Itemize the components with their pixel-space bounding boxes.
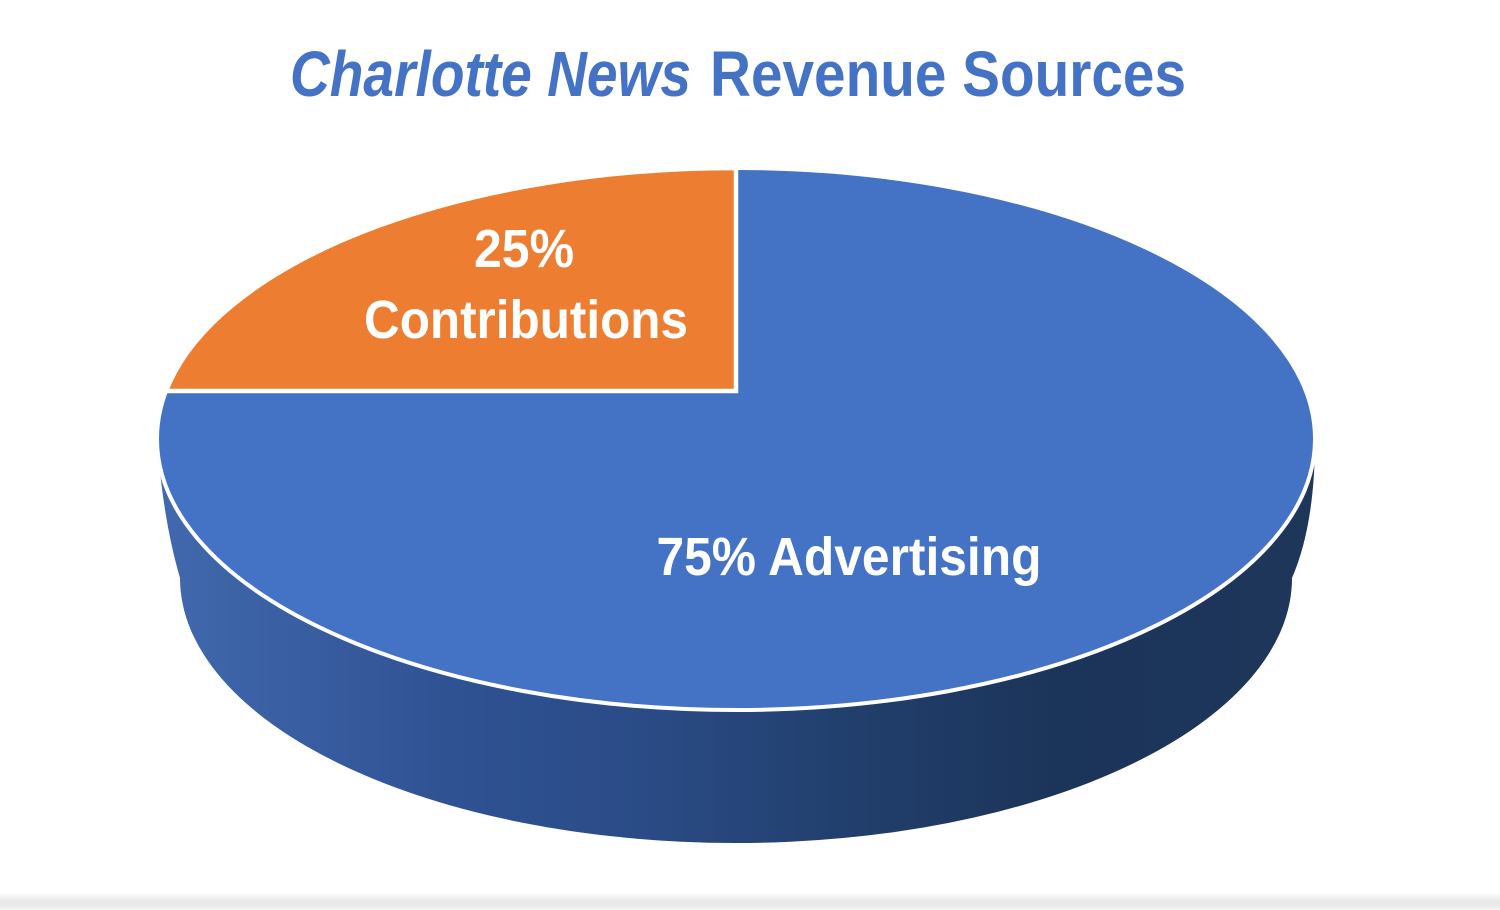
svg-text:25%: 25% — [474, 219, 574, 279]
svg-text:75% Advertising: 75% Advertising — [657, 527, 1042, 587]
svg-text:Revenue Sources: Revenue Sources — [710, 38, 1186, 110]
svg-text:Contributions: Contributions — [364, 290, 688, 350]
svg-text:Charlotte News: Charlotte News — [290, 38, 691, 110]
